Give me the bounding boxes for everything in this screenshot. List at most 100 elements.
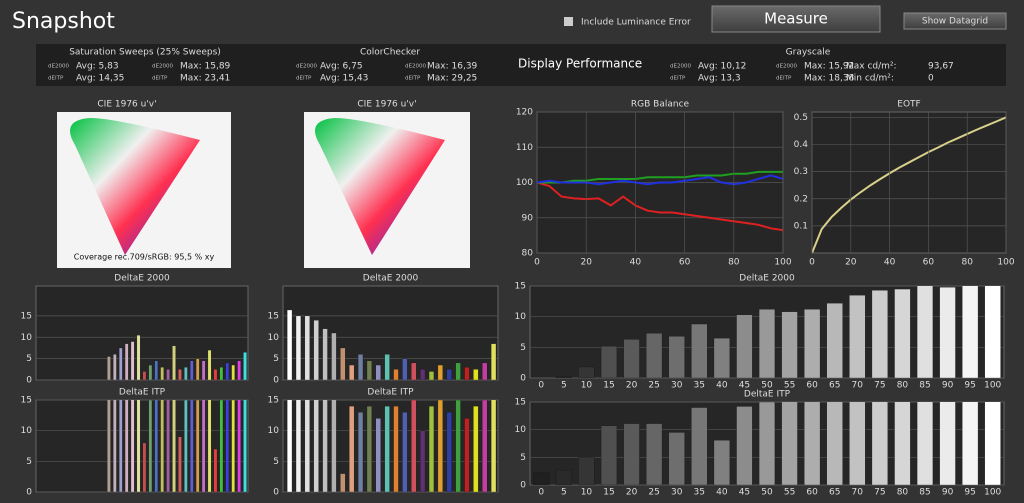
chart-title: DeltaE 2000 <box>363 274 419 284</box>
x-tick-label: 15 <box>603 488 614 498</box>
bar <box>962 286 979 378</box>
bar <box>357 354 364 380</box>
stats-title: Saturation Sweeps (25% Sweeps) <box>69 48 221 58</box>
bar <box>623 423 640 485</box>
y-tick-label: 5 <box>520 343 526 353</box>
x-tick-label: 40 <box>716 381 728 391</box>
bar <box>826 402 843 485</box>
bar <box>213 448 218 492</box>
bar <box>646 333 663 378</box>
bar <box>295 315 302 380</box>
plot-area <box>811 111 1007 254</box>
x-tick-label: 20 <box>626 381 638 391</box>
bar <box>322 328 328 380</box>
bar <box>313 400 319 492</box>
bar <box>393 369 399 380</box>
x-tick-label: 35 <box>694 381 705 391</box>
bar <box>691 407 708 485</box>
x-tick-label: 25 <box>648 381 659 391</box>
cie-gamut <box>70 117 200 255</box>
y-tick-label: 0.3 <box>794 167 808 177</box>
cie-gamut <box>315 117 445 255</box>
cie-coverage: Coverage rec.709/sRGB: 95,5 % xy <box>74 253 215 262</box>
metric-value: Max: 15,89 <box>180 62 231 72</box>
metric-name: dE2000 <box>670 64 691 70</box>
bar <box>340 473 346 492</box>
bar <box>304 400 310 492</box>
bar <box>420 369 426 380</box>
x-tick-label: 0 <box>534 258 540 268</box>
bar <box>148 364 153 380</box>
y-tick-label: 0.4 <box>794 140 809 150</box>
bar <box>322 400 328 492</box>
bar <box>142 442 147 492</box>
x-tick-label: 100 <box>984 488 1001 498</box>
y-tick-label: 0.2 <box>794 194 808 204</box>
bar <box>148 400 153 492</box>
metric-value: Min cd/m²: <box>846 74 894 84</box>
cie-title: CIE 1976 u'v' <box>357 100 416 110</box>
marks <box>107 400 247 492</box>
metric-value: Avg: 10,12 <box>698 62 746 72</box>
bar <box>411 362 417 380</box>
datagrid-button[interactable] <box>903 12 1007 30</box>
bar <box>894 402 911 485</box>
chart-title: DeltaE ITP <box>367 388 414 398</box>
datagrid-label[interactable]: Show Datagrid <box>922 17 988 27</box>
x-tick-label: 85 <box>919 488 930 498</box>
bar <box>237 360 241 380</box>
x-tick-label: 0 <box>538 488 544 498</box>
bar <box>804 309 821 378</box>
x-tick-label: 100 <box>997 258 1014 268</box>
checkbox[interactable] <box>564 17 573 26</box>
marks <box>107 334 247 380</box>
x-tick-label: 75 <box>874 488 885 498</box>
bar <box>349 405 355 492</box>
x-tick-label: 15 <box>603 381 614 391</box>
y-tick-label: 10 <box>515 312 527 322</box>
x-tick-label: 70 <box>852 488 864 498</box>
metric-name: dEITP <box>405 76 421 82</box>
x-tick-label: 40 <box>884 258 896 268</box>
bar <box>578 457 595 485</box>
x-tick-label: 90 <box>942 488 954 498</box>
bar <box>916 402 934 485</box>
bar <box>384 405 390 492</box>
x-tick-label: 80 <box>897 381 909 391</box>
chart-title: EOTF <box>897 100 920 110</box>
checkbox-label[interactable]: Include Luminance Error <box>581 18 691 28</box>
y-tick-label: 0 <box>520 374 526 384</box>
bar <box>160 367 164 380</box>
bar <box>237 400 241 492</box>
x-tick-label: 60 <box>679 258 691 268</box>
bar <box>213 369 218 380</box>
bar <box>600 345 618 378</box>
x-tick-label: 30 <box>671 488 683 498</box>
bar <box>623 339 640 378</box>
measure-label[interactable]: Measure <box>764 10 828 28</box>
metric-value: Max: 23,41 <box>180 74 230 84</box>
y-tick-label: 0.5 <box>794 113 808 123</box>
y-tick-label: 15 <box>268 396 279 406</box>
bar <box>189 400 194 492</box>
y-tick-label: 10 <box>268 426 280 436</box>
bar <box>340 347 346 380</box>
bar <box>154 400 159 492</box>
bar <box>849 295 866 378</box>
y-tick-label: 10 <box>515 425 527 435</box>
x-tick-label: 45 <box>739 381 750 391</box>
measure-button[interactable] <box>711 5 881 33</box>
bar <box>107 356 111 380</box>
bar <box>646 423 663 485</box>
y-tick-label: 10 <box>21 333 33 343</box>
bar <box>113 400 117 492</box>
bar <box>668 432 685 485</box>
x-tick-label: 65 <box>829 381 840 391</box>
metric-name: dE2000 <box>48 64 69 70</box>
x-tick-label: 40 <box>630 258 642 268</box>
bar <box>464 418 470 492</box>
metric-name: dE2000 <box>405 64 426 70</box>
chart-title: RGB Balance <box>631 100 690 110</box>
bar <box>691 323 708 378</box>
y-tick-label: 5 <box>26 457 32 467</box>
